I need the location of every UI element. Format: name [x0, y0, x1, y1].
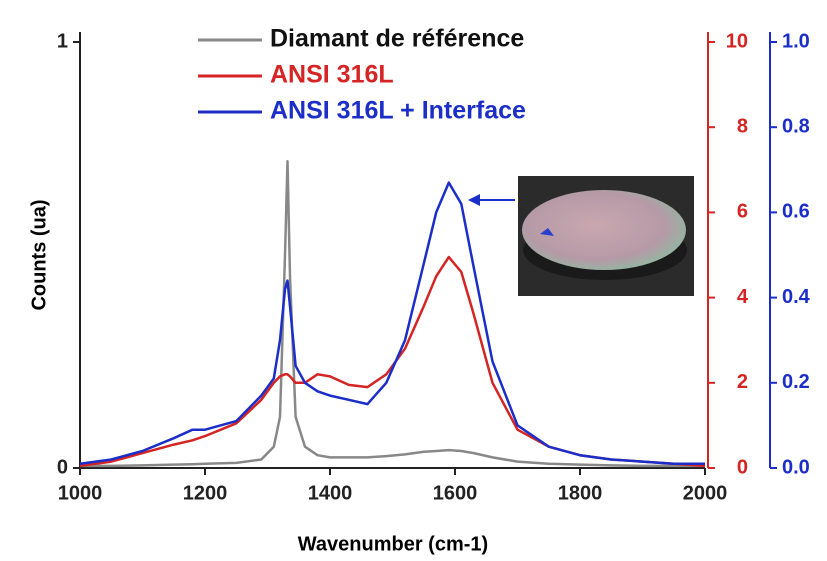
y-axis-label: Counts (ua) — [28, 199, 50, 310]
y3-tick-label: 0.4 — [782, 286, 811, 308]
x-tick-label: 1600 — [433, 482, 478, 504]
x-tick-label: 1200 — [183, 482, 228, 504]
y-tick-label: 1 — [57, 30, 68, 52]
x-tick-label: 2000 — [683, 482, 728, 504]
legend-label: ANSI 316L — [270, 61, 394, 89]
y2-tick-label: 10 — [726, 30, 748, 52]
x-tick-label: 1800 — [558, 482, 603, 504]
y3-tick-label: 1.0 — [782, 30, 810, 52]
inset-photo — [518, 176, 694, 296]
y2-tick-label: 4 — [737, 286, 749, 308]
legend: Diamant de référence ANSI 316L ANSI 316L +… — [198, 25, 526, 125]
x-axis-label: Wavenumber (cm-1) — [298, 533, 488, 555]
y3-tick-label: 0.6 — [782, 201, 810, 223]
y2-tick-label: 6 — [737, 201, 748, 223]
y2-tick-label: 0 — [737, 456, 748, 478]
x-tick-label: 1400 — [308, 482, 353, 504]
legend-label: Diamant de référence — [270, 25, 524, 53]
data-line — [79, 181, 705, 465]
y2-tick-label: 2 — [737, 371, 748, 393]
arrow — [468, 194, 515, 206]
y-tick-label: 0 — [57, 456, 68, 478]
data-line — [79, 255, 706, 468]
legend-label: ANSI 316L + Interface — [270, 97, 526, 125]
x-tick-label: 1000 — [58, 482, 103, 504]
y2-tick-label: 8 — [737, 115, 748, 137]
y3-tick-label: 0.2 — [782, 371, 810, 393]
y3-tick-label: 0.8 — [782, 115, 810, 137]
y3-tick-label: 0.0 — [782, 456, 810, 478]
data-line — [80, 160, 705, 468]
